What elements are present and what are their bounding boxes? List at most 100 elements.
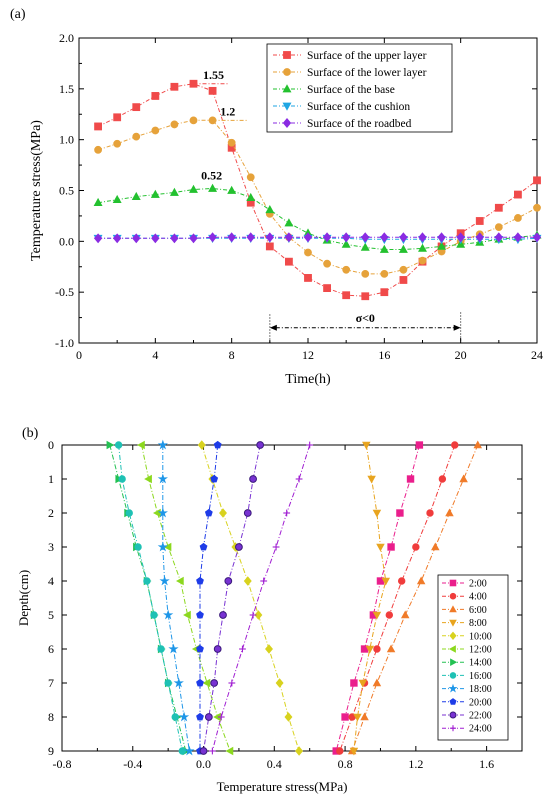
data-point: [213, 440, 222, 449]
series-line: [201, 444, 300, 752]
data-point: [494, 232, 504, 243]
data-point: [125, 509, 133, 517]
data-point: [208, 747, 216, 755]
panel-b-series-7: [114, 441, 187, 755]
panel-a-ytick-label: -0.5: [55, 285, 74, 299]
data-point: [400, 610, 410, 619]
data-point: [412, 543, 420, 551]
data-point: [246, 192, 256, 201]
data-point: [386, 644, 396, 653]
panel-a-ytick-label: 2.0: [59, 31, 74, 45]
panel-b-ytick-label: 1: [48, 472, 54, 486]
data-point: [399, 276, 408, 284]
panel-a-series-2: [93, 183, 542, 253]
panel-b-ytick-label: 0: [48, 438, 54, 452]
data-point: [376, 543, 385, 552]
panel-a-ytick-label: 0.5: [59, 184, 74, 198]
data-point: [295, 746, 304, 756]
data-point: [459, 474, 468, 483]
data-point: [256, 441, 265, 449]
data-point: [431, 542, 440, 551]
panel-a-xtick-label: 12: [302, 348, 314, 362]
legend-marker: [449, 619, 457, 627]
data-point: [399, 265, 408, 274]
legend-marker: [282, 118, 292, 128]
panel-a-xtick-label: 0: [76, 348, 82, 362]
data-point: [513, 232, 523, 243]
data-point: [132, 233, 141, 244]
legend-marker: [449, 711, 457, 719]
panel-a-ylabel: Temperature stress(MPa): [29, 120, 44, 261]
legend-marker: [283, 51, 291, 59]
panel-a-ytick-label: 1.5: [59, 82, 74, 96]
data-point: [112, 233, 122, 244]
data-point: [176, 576, 184, 586]
data-point: [342, 291, 351, 300]
data-point: [304, 274, 312, 282]
data-point: [219, 611, 227, 619]
data-point: [451, 441, 459, 449]
sigma-arrow-left: [269, 324, 277, 331]
data-point: [360, 242, 370, 251]
data-point: [134, 543, 142, 551]
panel-b-xtick-label: 0.4: [267, 757, 282, 771]
series-line: [98, 187, 538, 250]
data-point: [380, 288, 389, 297]
panel-b-frame: [61, 444, 523, 752]
legend-entry: 22:00: [469, 711, 492, 722]
panel-b-label: (b): [22, 426, 39, 441]
data-point: [210, 679, 219, 687]
data-point: [228, 679, 236, 687]
panel-b-series-4: [197, 440, 304, 756]
data-point: [373, 645, 381, 653]
panel-b-series-3: [349, 441, 391, 756]
data-point: [113, 113, 122, 122]
data-point: [426, 509, 434, 517]
data-point: [208, 86, 217, 95]
data-point: [532, 232, 542, 243]
data-point: [202, 678, 211, 688]
data-point: [350, 679, 358, 687]
data-point: [225, 746, 234, 756]
series-line: [97, 119, 538, 275]
data-point: [336, 747, 344, 755]
legend-entry: 12:00: [469, 645, 492, 656]
panel-a-ytick-label: 1.0: [59, 133, 74, 147]
panel-a: (a) 0 4 8 12 16 20 24 -1.0 -0.5 0.0 0.5 1.0 1.5 2.0 Tim…: [10, 7, 543, 387]
data-point: [163, 609, 174, 620]
data-point: [183, 610, 191, 620]
data-point: [437, 232, 446, 243]
data-point: [387, 543, 395, 551]
data-point: [494, 203, 503, 212]
data-point: [208, 232, 217, 243]
data-point: [94, 145, 102, 154]
data-point: [227, 185, 237, 194]
panel-a-xtick-label: 20: [455, 348, 467, 362]
panel-b-xtick-label: 1.6: [479, 757, 494, 771]
panel-b-series-6: [106, 440, 191, 756]
sigma-label: σ<0: [356, 311, 375, 325]
data-point: [151, 233, 160, 244]
series-line: [109, 444, 187, 752]
data-point: [93, 233, 103, 244]
legend-marker: [282, 102, 292, 111]
data-point: [163, 542, 172, 552]
annotation-upper-peak: 1.55: [203, 68, 224, 82]
data-point: [342, 265, 351, 274]
panel-b-ytick-label: 6: [48, 642, 54, 656]
data-point: [533, 176, 541, 185]
data-point: [217, 713, 225, 721]
data-point: [199, 747, 208, 755]
panel-b-xtick-label: 0.8: [338, 757, 353, 771]
panel-b-ytick-label: 4: [48, 574, 54, 588]
data-point: [396, 509, 404, 517]
data-point: [361, 292, 370, 301]
data-point: [246, 232, 255, 243]
data-point: [367, 475, 376, 484]
data-point: [397, 577, 406, 585]
data-point: [227, 138, 236, 147]
series-line: [211, 444, 311, 752]
data-point: [475, 217, 484, 225]
data-point: [365, 645, 375, 654]
data-point: [306, 441, 314, 449]
